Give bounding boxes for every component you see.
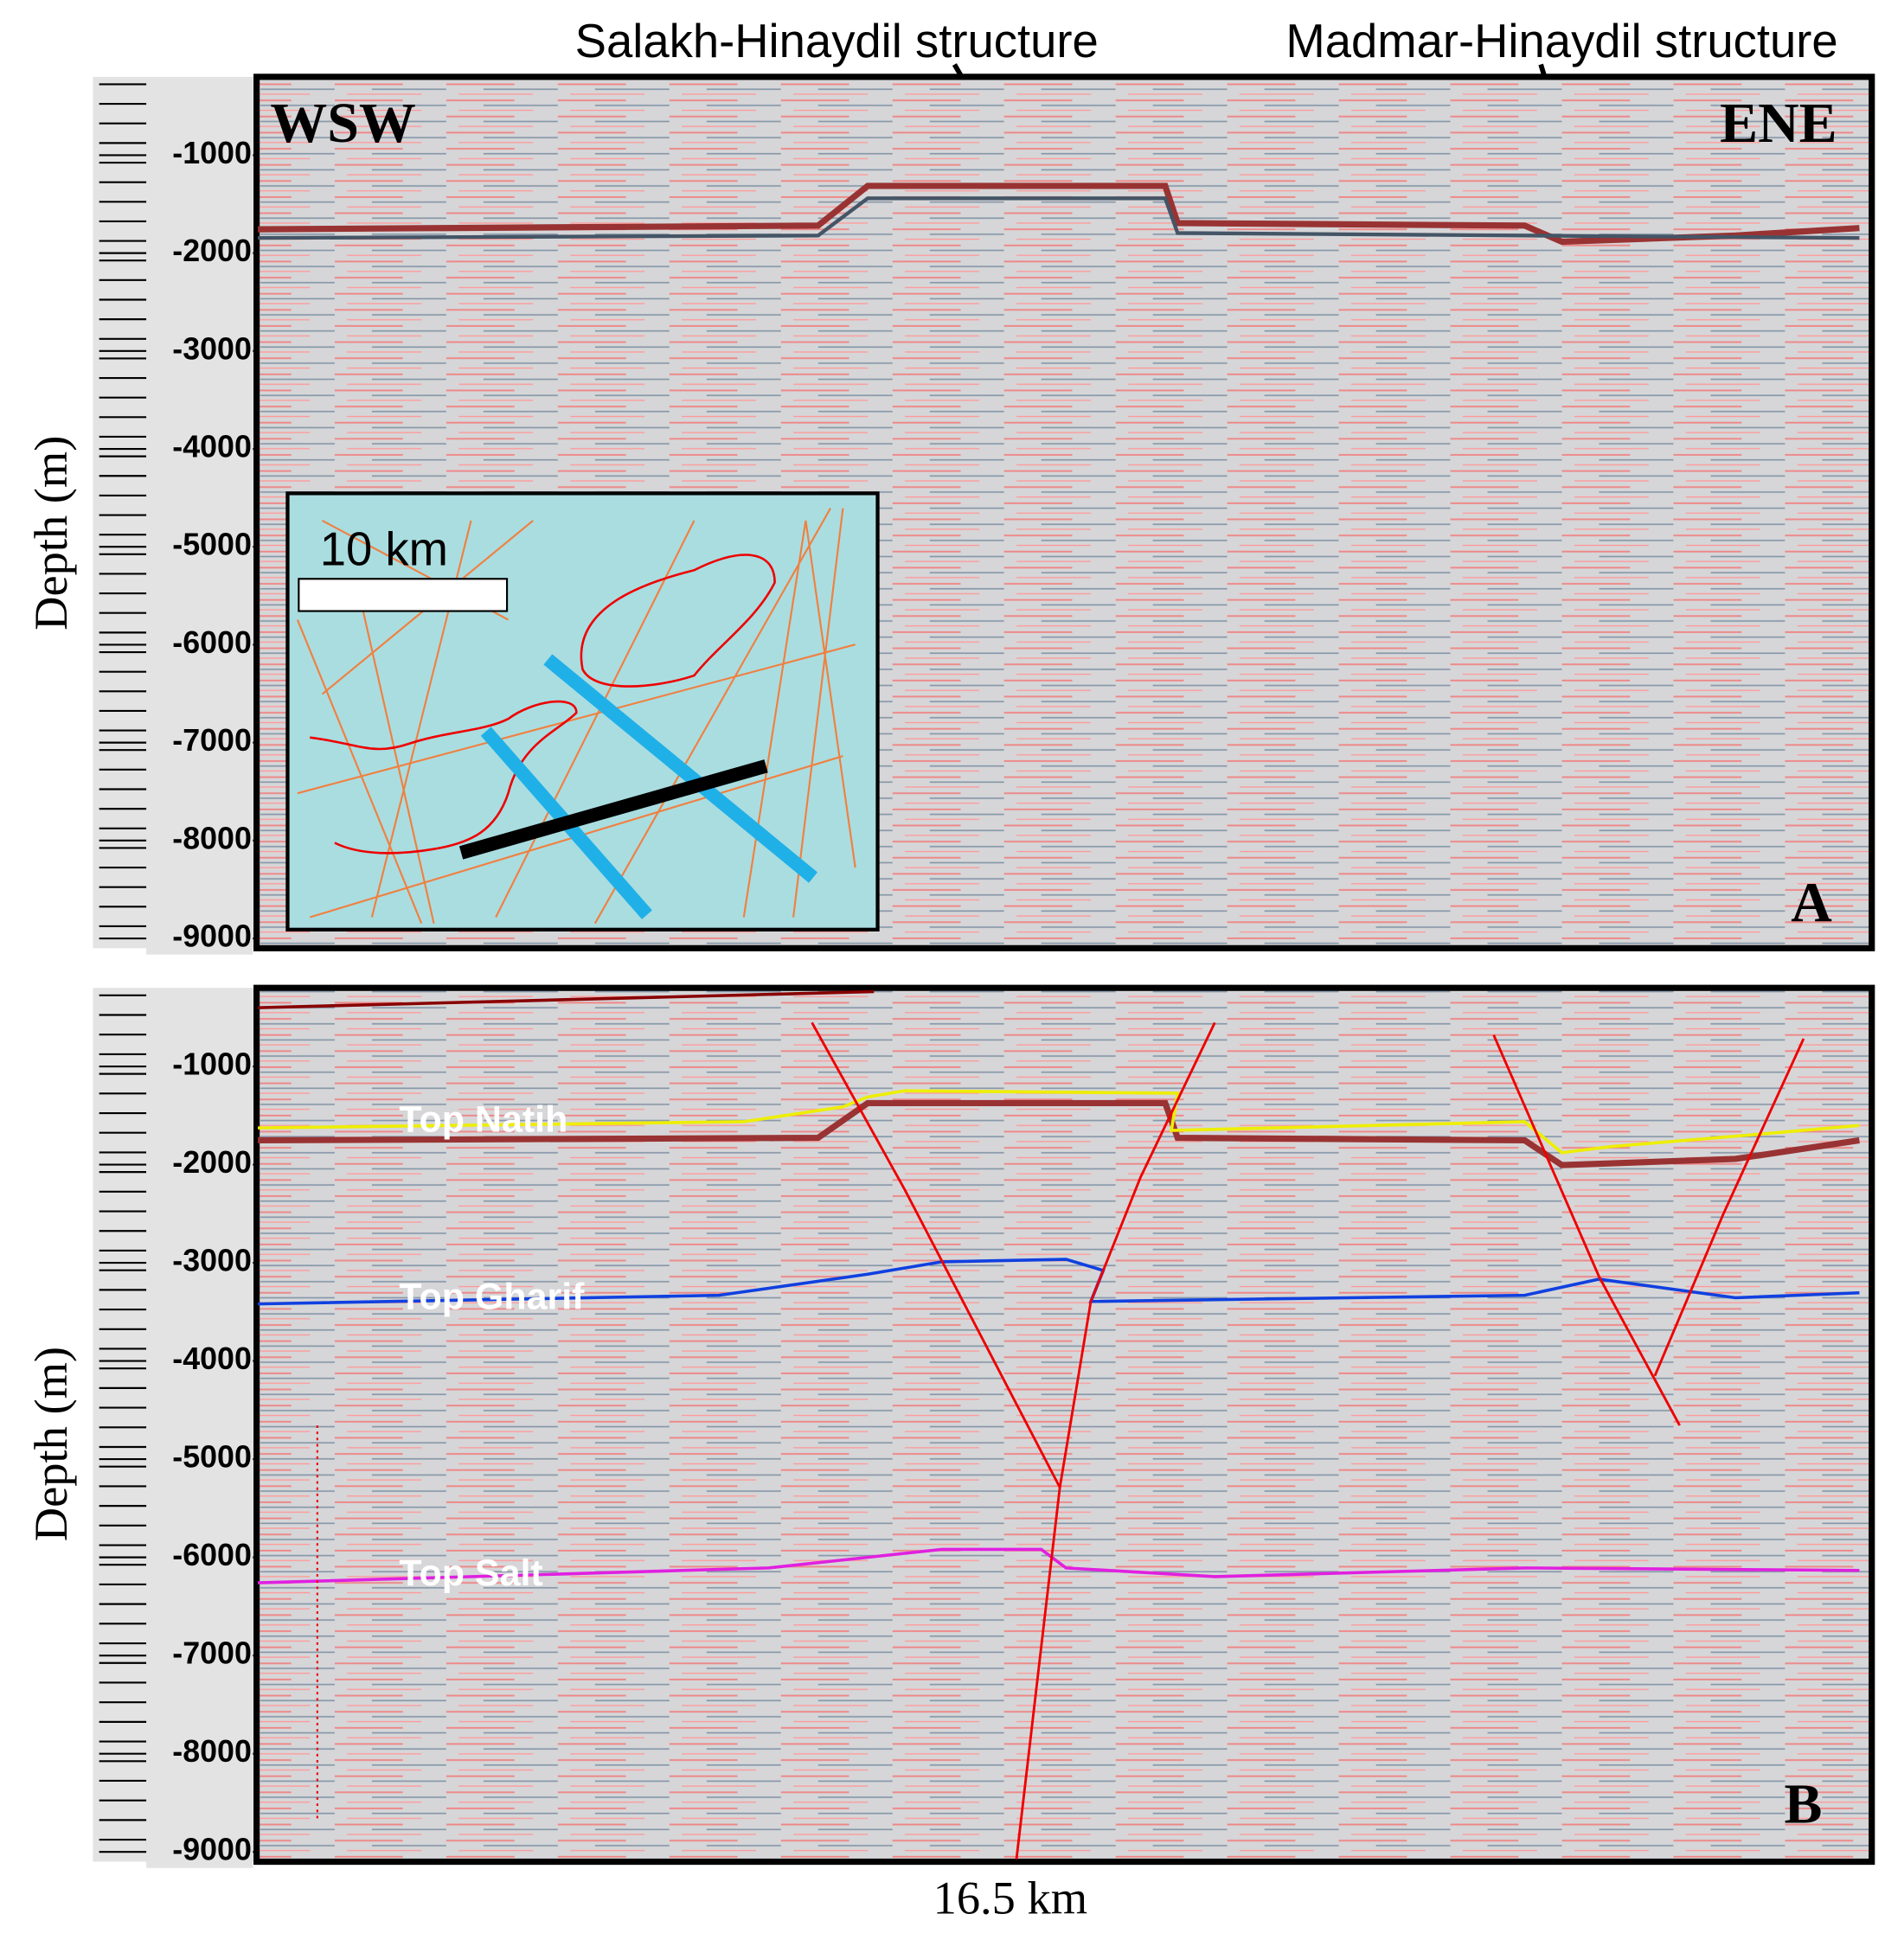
faults — [316, 1021, 1805, 1860]
y-tick-label: -4000 — [172, 429, 252, 464]
y-tick-label: -4000 — [172, 1341, 252, 1376]
panel-label: B — [1784, 1772, 1822, 1835]
panel-b: Top Natih Top Gharif Top Salt B Depth (m… — [24, 984, 1875, 1924]
tick-label-bg — [146, 1738, 253, 1770]
y-tick-label: -6000 — [172, 1538, 252, 1572]
axis-label: Depth (m) — [24, 436, 77, 631]
axis-label: Depth (m) — [24, 1347, 77, 1541]
horizon-label: Top Salt — [399, 1552, 542, 1594]
structure-label: Salakh-Hinaydil structure — [575, 15, 1099, 67]
y-tick-label: -2000 — [172, 234, 252, 268]
tick-label-bg — [146, 726, 253, 759]
y-tick-label: -2000 — [172, 1145, 252, 1180]
tick-label-bg — [146, 1835, 253, 1868]
direction-label: ENE — [1720, 92, 1837, 155]
direction-label: WSW — [270, 92, 415, 155]
y-tick-label: -9000 — [172, 1833, 252, 1867]
y-tick-label: -7000 — [172, 1636, 252, 1671]
y-tick-label: -5000 — [172, 1440, 252, 1475]
seismic-section — [253, 984, 1875, 1866]
scale-label: 10 km — [320, 523, 448, 576]
tick-label-bg — [146, 922, 253, 955]
tick-label-bg — [146, 1344, 253, 1378]
ruler — [93, 988, 257, 1862]
y-tick-label: -1000 — [172, 1047, 252, 1081]
tick-label-bg — [146, 138, 253, 172]
y-tick-label: -9000 — [172, 919, 252, 953]
tick-label-bg — [146, 335, 253, 368]
y-tick-label: -3000 — [172, 331, 252, 366]
horizon-label: Top Gharif — [399, 1276, 585, 1317]
tick-label-bg — [146, 1246, 253, 1279]
tick-label-bg — [146, 1639, 253, 1672]
horizon — [257, 1547, 1860, 1584]
tick-label-bg — [146, 236, 253, 270]
horizon — [258, 1089, 1860, 1155]
tick-label-bg — [146, 1148, 253, 1181]
y-tick-label: -7000 — [172, 723, 252, 758]
tick-label-bg — [146, 530, 253, 563]
horizon-label: Top Natih — [399, 1098, 567, 1140]
tick-label-bg — [146, 824, 253, 857]
tick-label-bg — [146, 1050, 253, 1083]
y-tick-label: -3000 — [172, 1244, 252, 1278]
y-tick-label: -8000 — [172, 1734, 252, 1769]
panel-a: WSW ENE A Depth (m) 10 km — [24, 74, 1875, 951]
tick-label-bg — [146, 628, 253, 662]
inset-map: 10 km — [285, 491, 880, 931]
panel-label: A — [1791, 872, 1832, 935]
structure-label: Madmar-Hinaydil structure — [1285, 15, 1837, 67]
tick-label-bg — [146, 1540, 253, 1574]
reflector — [258, 1099, 1860, 1168]
y-tick-label: -5000 — [172, 528, 252, 562]
ruler — [93, 76, 257, 949]
horizon — [258, 989, 875, 1009]
scale-label: 16.5 km — [933, 1871, 1087, 1924]
tick-label-bg — [146, 1443, 253, 1476]
y-tick-label: -6000 — [172, 625, 252, 660]
y-tick-label: -8000 — [172, 821, 252, 855]
y-tick-label: -1000 — [172, 136, 252, 170]
reflector — [258, 196, 1860, 240]
tick-label-bg — [146, 432, 253, 465]
